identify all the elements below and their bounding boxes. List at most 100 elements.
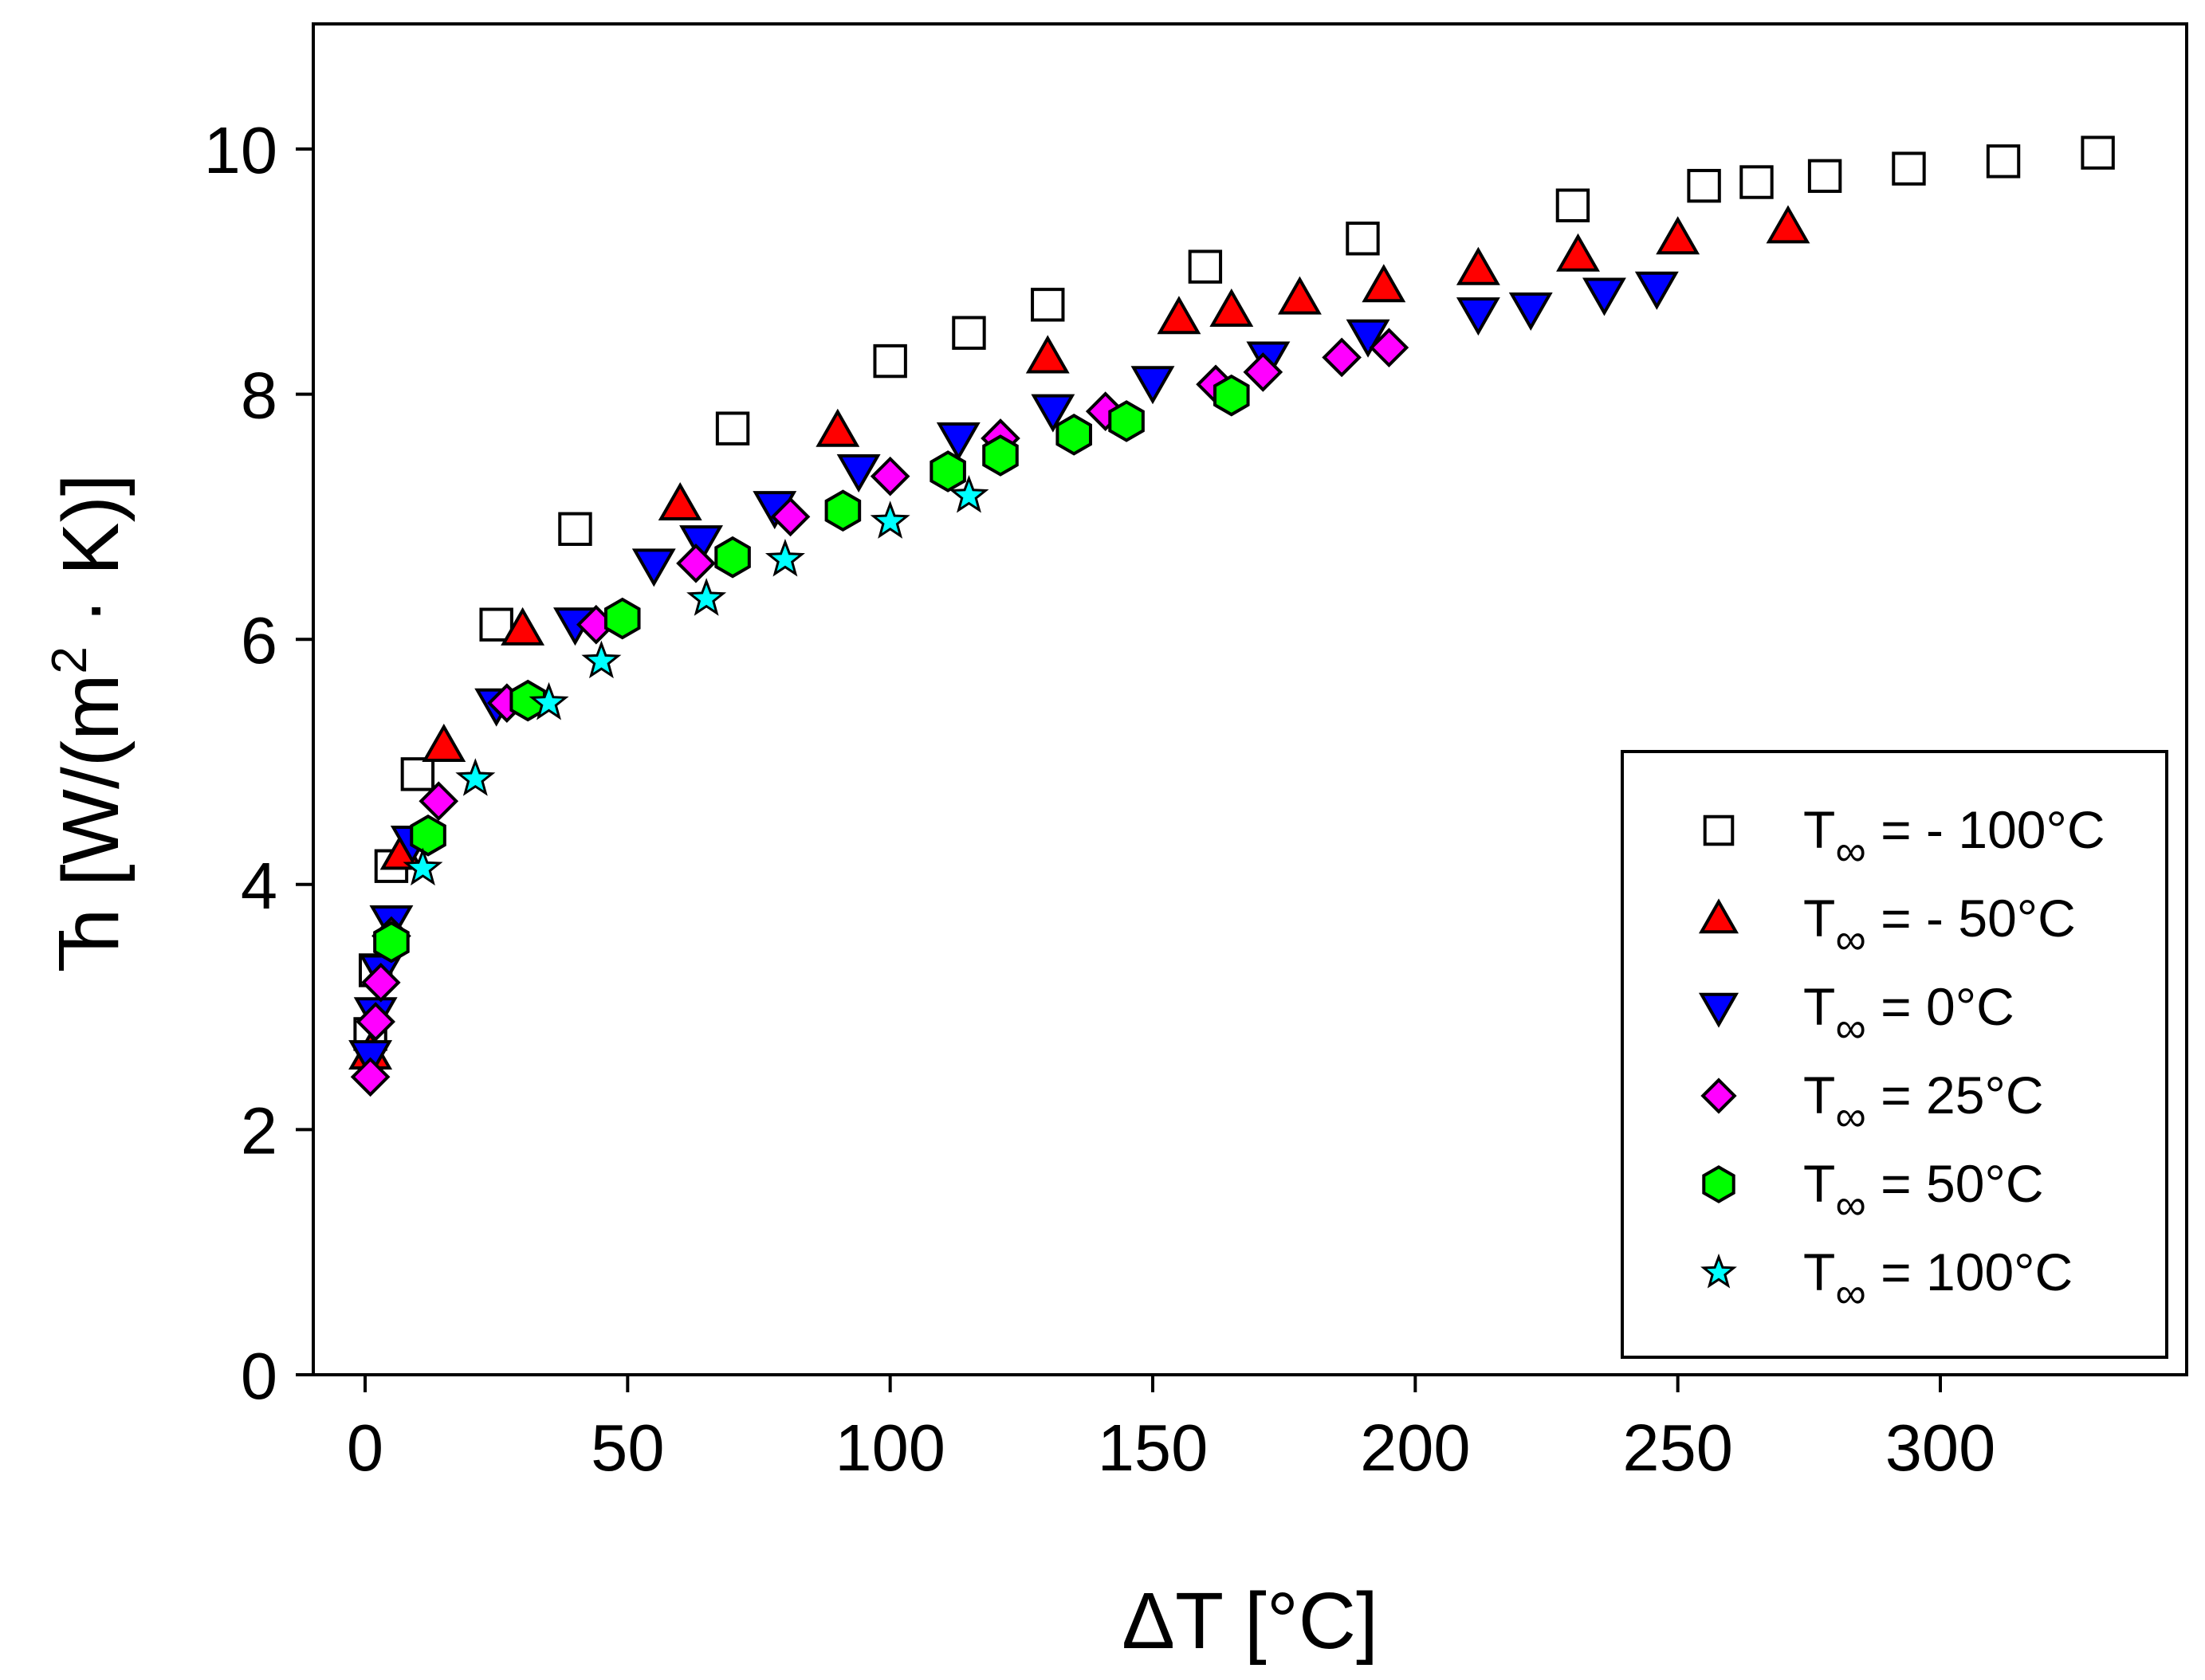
- data-point-triangle-up: [422, 723, 466, 763]
- data-point-diamond: [350, 1057, 391, 1097]
- data-point-square: [1687, 168, 1721, 203]
- data-point-star: [581, 640, 622, 679]
- legend-label-symbol: T: [1803, 1242, 1835, 1301]
- data-point-triangle-up: [1157, 296, 1201, 335]
- legend-label-sub: ∞: [1835, 916, 1866, 964]
- y-tick-label: 10: [204, 113, 277, 187]
- data-point-diamond: [770, 497, 811, 537]
- data-point-square: [1986, 144, 2021, 179]
- legend: T∞ = - 100°CT∞ = - 50°CT∞ = 0°CT∞ = 25°C…: [1698, 800, 2105, 1317]
- legend-label-value: = 50°C: [1866, 1154, 2044, 1213]
- data-point-hexagon: [603, 597, 641, 640]
- data-point-triangle-down: [1130, 366, 1175, 405]
- data-point-square: [1555, 188, 1590, 222]
- data-point-hexagon: [373, 920, 410, 964]
- data-point-square: [1739, 165, 1774, 199]
- data-point-triangle-up: [1556, 233, 1600, 272]
- x-tick-label: 150: [1098, 1411, 1208, 1485]
- x-tick-label: 250: [1622, 1411, 1732, 1485]
- data-point-star: [455, 758, 496, 796]
- data-point-star: [870, 500, 910, 539]
- data-point-triangle-up: [1025, 335, 1070, 374]
- legend-label-sub: ∞: [1835, 1004, 1866, 1052]
- plot-frame: [312, 22, 2188, 1376]
- legend-marker-triangle-up: [1698, 898, 1739, 934]
- legend-label: T∞ = - 100°C: [1803, 800, 2105, 875]
- data-point-diamond: [360, 963, 401, 1003]
- y-axis: 0 2 4 6 8 10: [204, 113, 313, 1413]
- data-point-square: [400, 757, 435, 791]
- legend-label-symbol: T: [1803, 977, 1835, 1036]
- data-point-triangle-down: [1634, 271, 1679, 310]
- data-point-triangle-up: [658, 481, 702, 521]
- data-point-hexagon: [930, 450, 966, 493]
- data-point-diamond: [676, 544, 716, 583]
- data-point-triangle-up: [1656, 216, 1700, 255]
- data-point-triangle-up: [1766, 205, 1810, 244]
- data-point-triangle-down: [1582, 277, 1626, 316]
- y-label-units: [W/(m: [46, 674, 136, 909]
- legend-label: T∞ = 100°C: [1803, 1242, 2073, 1317]
- data-point-triangle-down: [1346, 319, 1390, 358]
- data-point-triangle-down: [1508, 292, 1553, 331]
- data-point-hexagon: [824, 489, 862, 532]
- data-point-triangle-up: [1277, 276, 1322, 315]
- data-point-square: [873, 343, 907, 379]
- data-point-star: [529, 681, 569, 720]
- data-point-square: [715, 411, 750, 446]
- legend-marker-star: [1700, 1253, 1737, 1289]
- data-point-triangle-up: [1456, 246, 1500, 285]
- data-point-triangle-down: [836, 453, 881, 493]
- data-point-square: [2081, 135, 2115, 170]
- data-point-hexagon: [982, 434, 1019, 477]
- data-point-triangle-down: [936, 422, 981, 461]
- legend-label-sub: ∞: [1835, 1093, 1866, 1140]
- x-axis-label: ΔT [°C]: [1122, 1576, 1378, 1666]
- legend-label-symbol: T: [1803, 1066, 1835, 1125]
- legend-label-value: = - 100°C: [1866, 800, 2105, 859]
- series-triangle-up: [348, 205, 1810, 1070]
- data-point-triangle-down: [1031, 394, 1075, 433]
- data-point-diamond: [419, 781, 459, 822]
- data-point-hexagon: [1055, 414, 1092, 456]
- data-point-diamond: [1369, 328, 1409, 367]
- legend-marker-hexagon: [1702, 1165, 1735, 1203]
- y-tick-label: 2: [241, 1093, 277, 1168]
- legend-label-sub: ∞: [1835, 827, 1866, 875]
- data-point-square: [1346, 222, 1380, 256]
- data-point-square: [1031, 288, 1065, 322]
- legend-label-value: = 25°C: [1866, 1066, 2044, 1125]
- y-axis-label: h [W/(m2 · K)]: [42, 473, 136, 952]
- x-tick-label: 100: [835, 1411, 945, 1485]
- x-tick-label: 50: [591, 1411, 664, 1485]
- data-point-triangle-up: [1209, 288, 1254, 328]
- data-point-triangle-up: [1362, 264, 1406, 303]
- legend-label-sub: ∞: [1835, 1270, 1866, 1317]
- data-point-star: [949, 474, 989, 513]
- legend-marker-diamond: [1700, 1077, 1737, 1114]
- legend-label: T∞ = 0°C: [1803, 977, 2014, 1052]
- x-tick-label: 0: [347, 1411, 383, 1485]
- data-point-hexagon: [410, 814, 446, 857]
- data-point-star: [686, 578, 727, 616]
- legend-marker-square: [1703, 814, 1735, 846]
- legend-label-sub: ∞: [1835, 1181, 1866, 1229]
- data-point-square: [558, 512, 592, 546]
- x-tick-label: 200: [1360, 1411, 1470, 1485]
- data-point-square: [1892, 151, 1926, 186]
- legend-label-symbol: T: [1803, 889, 1835, 948]
- data-point-hexagon: [1213, 374, 1250, 417]
- data-markers: [348, 135, 2115, 1097]
- legend-label-symbol: T: [1803, 800, 1835, 859]
- legend-label-value: = - 50°C: [1866, 889, 2076, 948]
- data-point-square: [952, 316, 986, 350]
- data-point-hexagon: [509, 679, 546, 722]
- data-point-triangle-down: [1456, 297, 1500, 336]
- data-point-hexagon: [714, 536, 751, 579]
- data-point-star: [764, 538, 805, 577]
- x-axis: 0 50 100 150 200 250 300: [347, 1375, 1995, 1485]
- legend-label-symbol: T: [1803, 1154, 1835, 1213]
- legend-label-value: = 100°C: [1866, 1242, 2073, 1301]
- legend-box: [1621, 750, 2168, 1359]
